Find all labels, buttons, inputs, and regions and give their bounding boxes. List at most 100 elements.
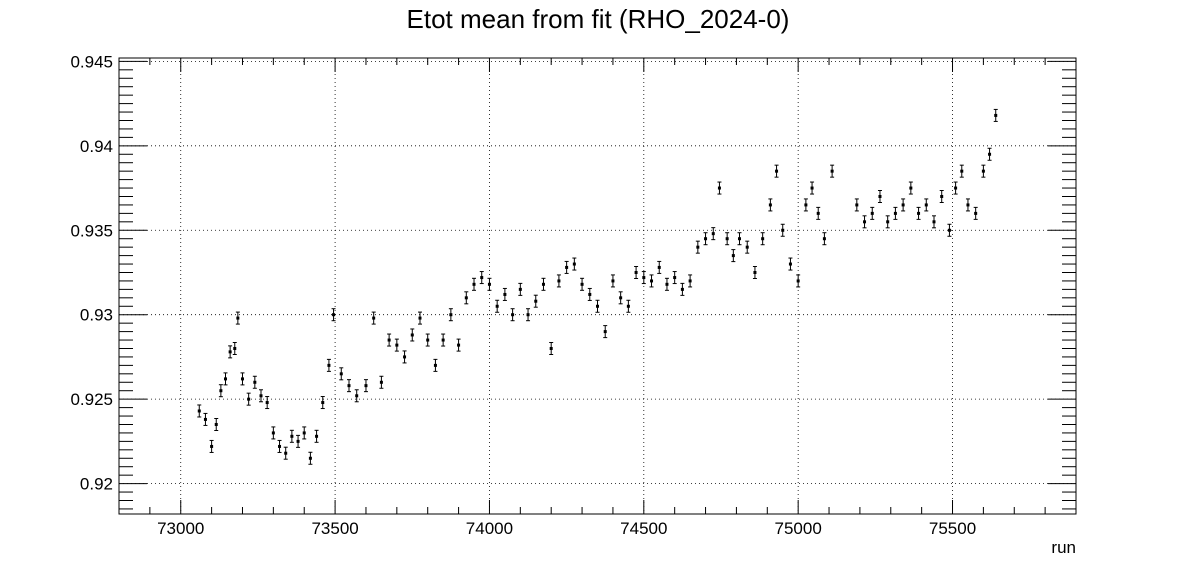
data-marker [265, 401, 269, 405]
data-marker [588, 292, 592, 296]
data-point [354, 389, 359, 403]
data-marker [855, 203, 859, 207]
data-marker [745, 245, 749, 249]
data-point [283, 446, 288, 460]
data-point [745, 240, 750, 254]
data-point [959, 164, 964, 178]
data-marker [988, 152, 992, 156]
data-point [371, 311, 376, 325]
data-point [271, 426, 276, 440]
data-point [854, 198, 859, 212]
data-marker [634, 270, 638, 274]
data-point [737, 232, 742, 246]
data-point [993, 108, 998, 122]
data-marker [863, 220, 867, 224]
data-marker [781, 228, 785, 232]
x-tick-label: 75000 [775, 519, 822, 538]
data-point [680, 282, 685, 296]
data-marker [960, 169, 964, 173]
data-point [197, 404, 202, 418]
data-marker [753, 270, 757, 274]
data-marker [981, 169, 985, 173]
data-marker [822, 237, 826, 241]
data-point [947, 223, 952, 237]
data-point [320, 396, 325, 410]
data-marker [433, 363, 437, 367]
data-point [595, 299, 600, 313]
data-marker [296, 439, 300, 443]
data-point [885, 215, 890, 229]
data-point [981, 164, 986, 178]
plot-frame [118, 57, 1077, 515]
data-point [518, 282, 523, 296]
x-tick-label: 73000 [157, 519, 204, 538]
data-point [695, 240, 700, 254]
data-marker [878, 194, 882, 198]
data-marker [457, 343, 461, 347]
data-point [533, 294, 538, 308]
data-marker [549, 346, 553, 350]
data-marker [665, 282, 669, 286]
data-point [379, 375, 384, 389]
data-marker [994, 113, 998, 117]
data-point [326, 358, 331, 372]
data-marker [511, 313, 515, 317]
data-marker [711, 232, 715, 236]
grid-lines [119, 58, 1076, 514]
data-point [711, 227, 716, 241]
data-marker [503, 292, 507, 296]
data-point [363, 379, 368, 393]
data-marker [738, 237, 742, 241]
data-point [232, 341, 237, 355]
data-point [502, 287, 507, 301]
data-point [634, 265, 639, 279]
data-point [780, 223, 785, 237]
data-point [456, 338, 461, 352]
data-point [587, 287, 592, 301]
chart-title: Etot mean from fit (RHO_2024-0) [406, 4, 790, 34]
y-tick-label: 0.945 [70, 52, 113, 71]
data-point [657, 260, 662, 274]
data-marker [228, 350, 232, 354]
data-point [618, 291, 623, 305]
data-marker [495, 304, 499, 308]
data-marker [947, 228, 951, 232]
data-marker [909, 186, 913, 190]
x-tick-label: 74000 [466, 519, 513, 538]
data-marker [403, 355, 407, 359]
data-point [774, 164, 779, 178]
data-point [931, 215, 936, 229]
data-point [796, 274, 801, 288]
data-point [810, 181, 815, 195]
data-marker [572, 262, 576, 266]
data-marker [816, 211, 820, 215]
data-point [703, 232, 708, 246]
data-point [410, 328, 415, 342]
data-point [296, 434, 301, 448]
data-point [987, 147, 992, 161]
data-point [788, 257, 793, 271]
data-marker [387, 338, 391, 342]
data-point [924, 198, 929, 212]
data-point [725, 232, 730, 246]
data-point [265, 396, 270, 410]
data-marker [480, 276, 484, 280]
x-tick-label: 74500 [620, 519, 667, 538]
data-marker [379, 380, 383, 384]
y-tick-label: 0.935 [70, 221, 113, 240]
data-marker [893, 211, 897, 215]
data-marker [197, 409, 201, 413]
data-point [448, 308, 453, 322]
data-marker [449, 313, 453, 317]
data-point [289, 429, 294, 443]
data-point [223, 372, 228, 386]
data-marker [788, 262, 792, 266]
data-point [240, 372, 245, 386]
data-point [822, 232, 827, 246]
data-marker [240, 377, 244, 381]
data-marker [526, 313, 530, 317]
data-point [214, 417, 219, 431]
data-marker [302, 431, 306, 435]
data-marker [917, 211, 921, 215]
data-point [235, 311, 240, 325]
